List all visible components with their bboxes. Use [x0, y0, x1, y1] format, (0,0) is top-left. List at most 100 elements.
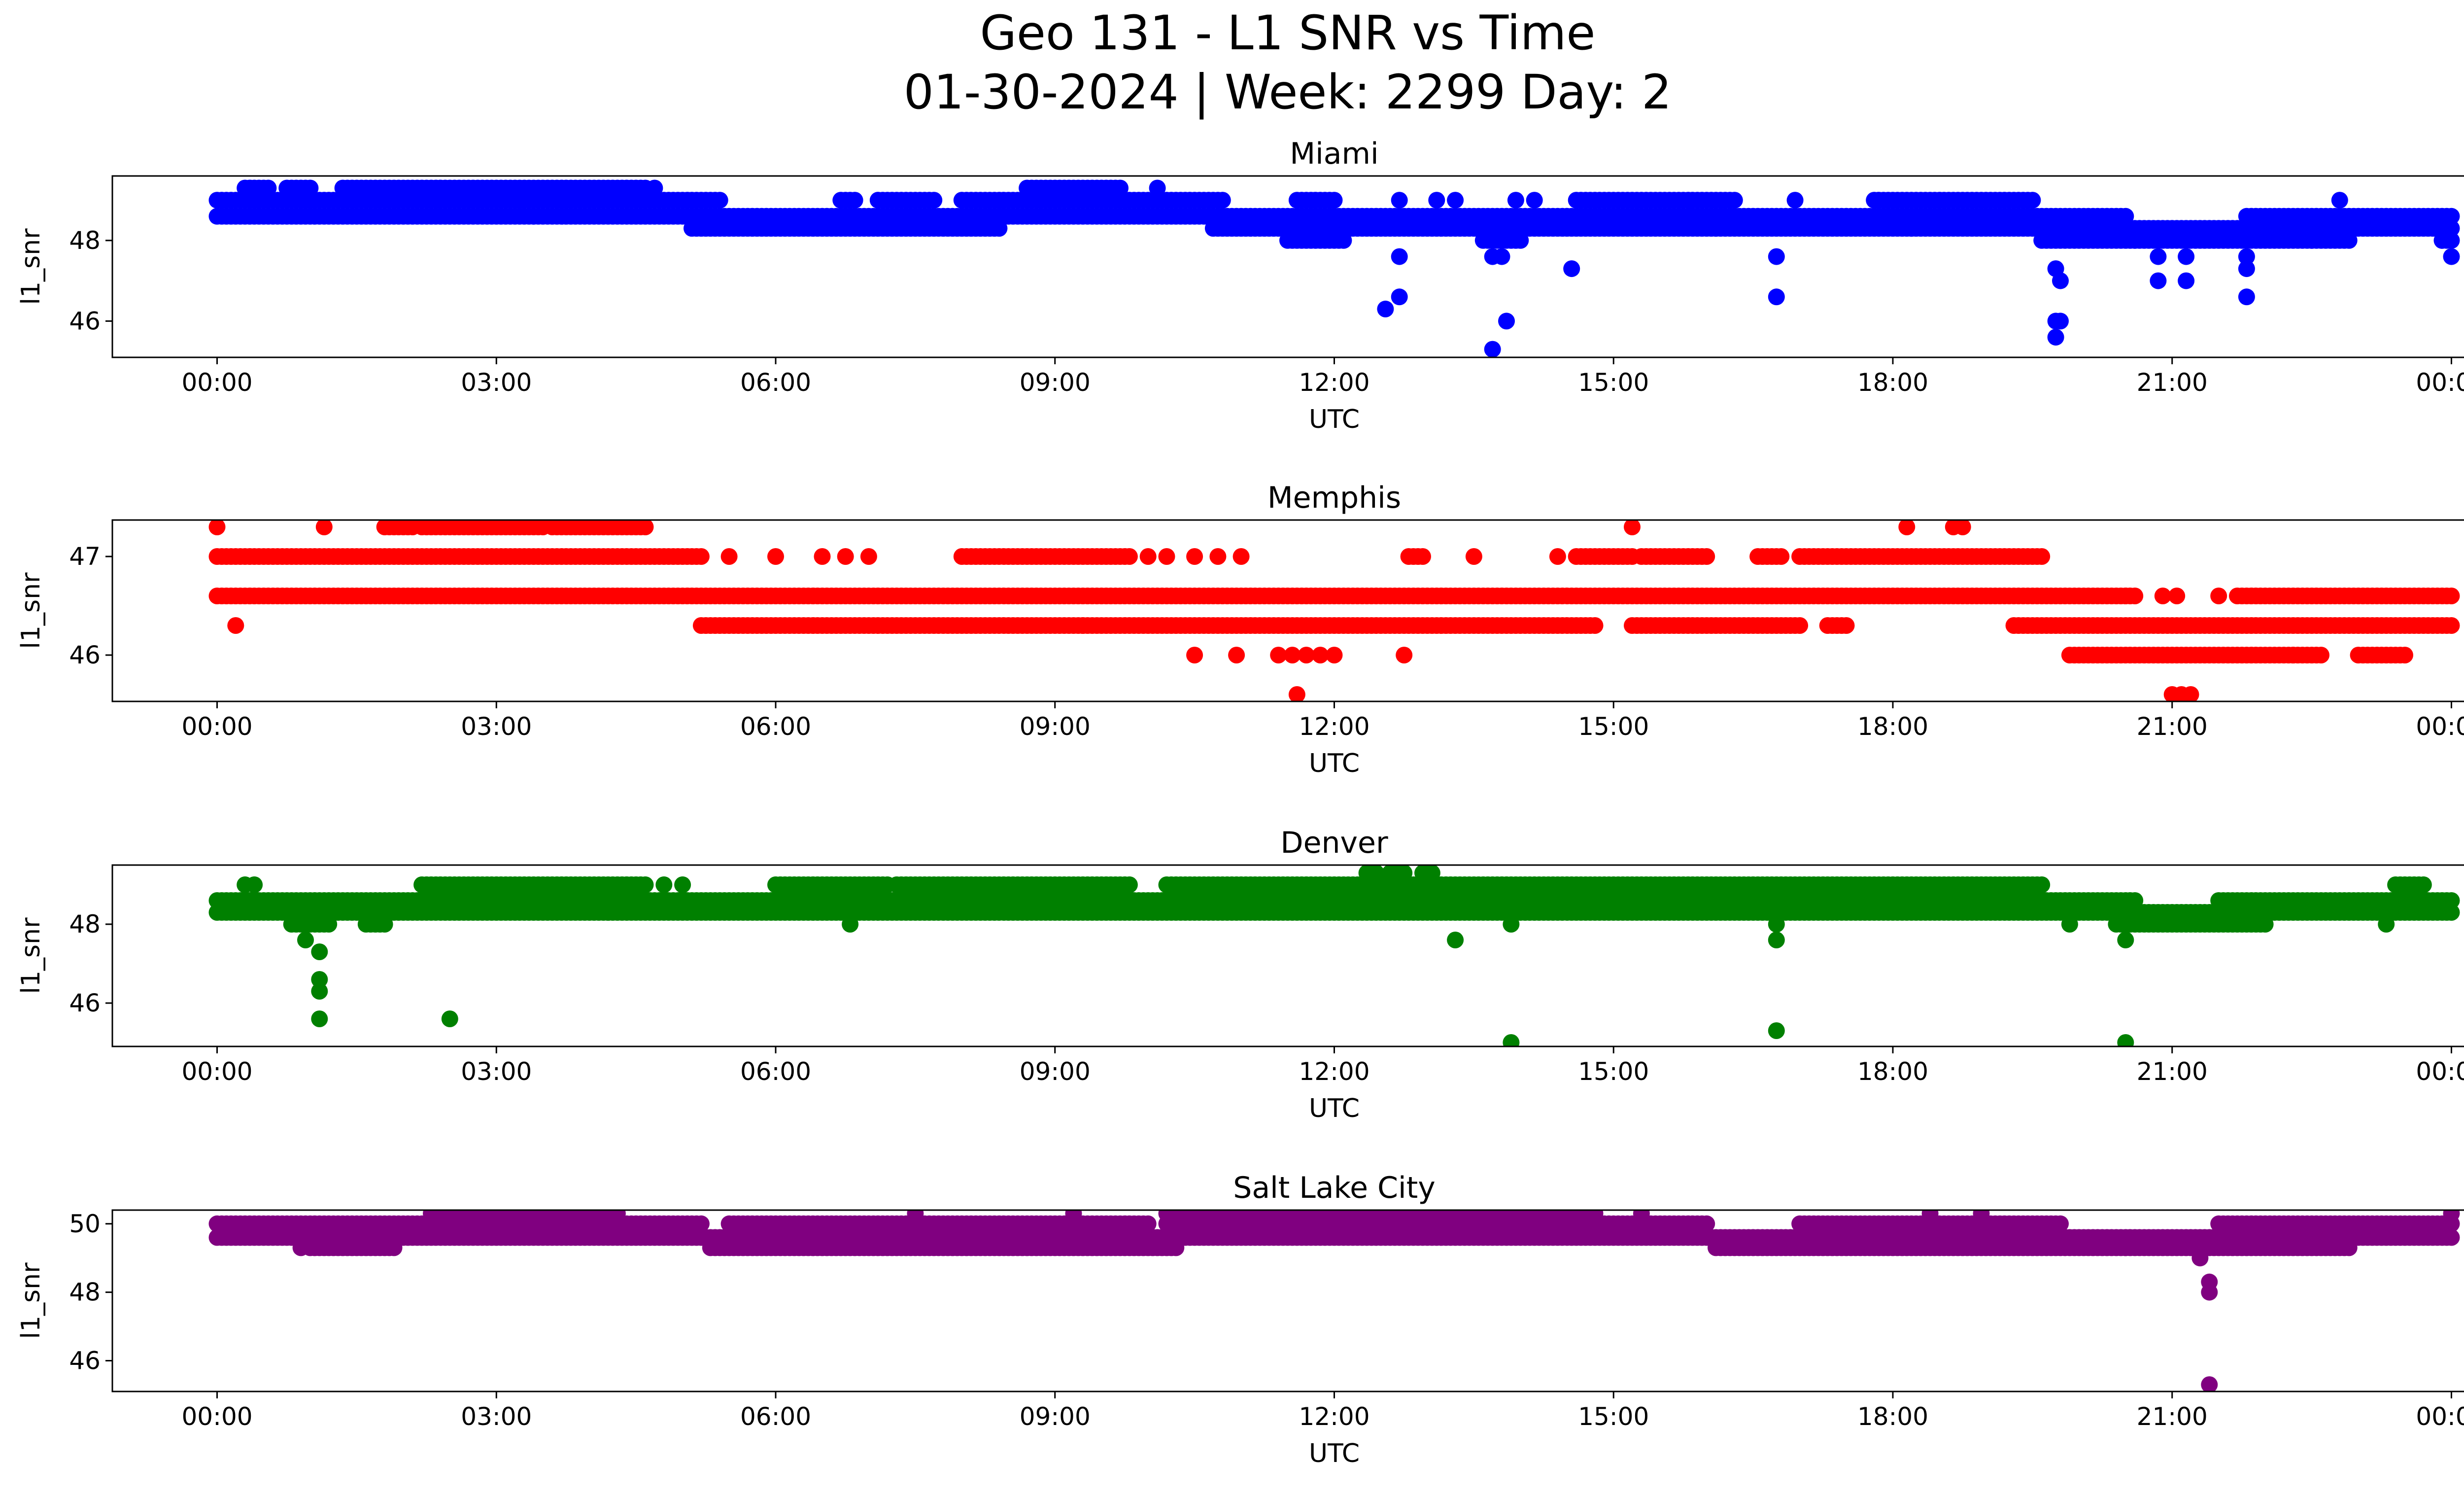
- x-tick-label: 00:00: [181, 368, 252, 397]
- data-point-outlier: [842, 916, 859, 933]
- data-point-outlier: [1312, 647, 1329, 663]
- scatter-points: [208, 865, 2460, 1046]
- data-point: [320, 916, 338, 933]
- data-point-outlier: [208, 520, 226, 535]
- data-point-outlier: [1298, 647, 1315, 663]
- data-point-outlier: [1507, 192, 1524, 209]
- data-point-outlier: [1503, 1034, 1520, 1046]
- data-point-outlier: [720, 548, 738, 565]
- data-point-outlier: [1284, 647, 1301, 663]
- data-point: [1698, 1215, 1715, 1232]
- scatter-points: [208, 520, 2460, 701]
- data-point-outlier: [2168, 588, 2186, 604]
- y-tick-label: 46: [69, 307, 101, 335]
- x-axis-label: UTC: [1309, 405, 1360, 434]
- x-tick-label: 03:00: [461, 368, 532, 397]
- data-point-outlier: [2433, 232, 2451, 249]
- data-point-outlier: [441, 1010, 458, 1027]
- y-tick-label: 46: [69, 641, 101, 669]
- data-point: [376, 916, 393, 933]
- data-point: [2340, 232, 2358, 249]
- data-point-outlier: [655, 876, 673, 893]
- data-point: [637, 876, 654, 893]
- data-point: [2443, 588, 2460, 604]
- y-axis-label: l1_snr: [16, 917, 46, 994]
- data-point-outlier: [2150, 272, 2167, 289]
- data-point-outlier: [2182, 686, 2199, 701]
- data-point-outlier: [1526, 192, 1543, 209]
- x-tick-label: 00:00: [2416, 712, 2464, 741]
- data-point-outlier: [2178, 272, 2195, 289]
- data-point: [1121, 548, 1138, 565]
- data-point: [711, 192, 728, 209]
- x-tick-label: 06:00: [740, 368, 811, 397]
- data-point: [692, 1215, 710, 1232]
- data-point-outlier: [1447, 932, 1464, 948]
- data-point: [925, 192, 943, 209]
- data-point-outlier: [2154, 588, 2171, 604]
- x-tick-label: 18:00: [1857, 368, 1928, 397]
- data-point: [1214, 192, 1231, 209]
- data-point-outlier: [2443, 248, 2460, 265]
- data-point-outlier: [311, 1010, 328, 1027]
- x-axis-label: UTC: [1309, 1094, 1360, 1123]
- data-point-outlier: [1158, 548, 1175, 565]
- data-point: [692, 548, 710, 565]
- data-point-outlier: [646, 179, 663, 197]
- data-point-outlier: [525, 208, 542, 225]
- data-point-outlier: [1396, 647, 1413, 663]
- data-point-outlier: [246, 876, 263, 893]
- data-point: [2024, 192, 2041, 209]
- figure-title-line1: Geo 131 - L1 SNR vs Time: [980, 5, 1596, 61]
- data-point-outlier: [1903, 220, 1920, 237]
- subplots: Miami 00:00 03:00 06:00 09:00 12:00 15:00 18:00…: [16, 137, 2464, 1468]
- data-point-outlier: [1708, 220, 1724, 237]
- data-point-outlier: [2331, 192, 2348, 209]
- subplot-title: Salt Lake City: [1233, 1171, 1436, 1205]
- x-tick-label: 06:00: [740, 1057, 811, 1086]
- y-tick-label: 48: [69, 910, 101, 939]
- data-point-outlier: [2178, 248, 2195, 265]
- data-point: [2443, 1229, 2460, 1246]
- data-point-outlier: [1493, 248, 1510, 265]
- x-tick-label: 06:00: [740, 712, 811, 741]
- data-point-outlier: [814, 548, 831, 565]
- data-point-outlier: [1186, 548, 1203, 565]
- data-point-outlier: [600, 904, 616, 921]
- data-point-outlier: [1624, 520, 1641, 535]
- x-tick-label: 00:00: [2416, 1057, 2464, 1086]
- subplot-title: Miami: [1290, 137, 1378, 171]
- data-point-outlier: [315, 520, 333, 535]
- data-point: [2052, 1215, 2069, 1232]
- data-point: [1335, 232, 1352, 249]
- x-tick-label: 18:00: [1857, 712, 1928, 741]
- data-point-outlier: [674, 876, 691, 893]
- data-point: [2033, 876, 2051, 893]
- data-point: [2033, 548, 2051, 565]
- data-point-outlier: [1391, 248, 1408, 265]
- data-point-outlier: [1484, 341, 1501, 357]
- x-tick-label: 15:00: [1578, 712, 1649, 741]
- data-point: [2415, 876, 2432, 893]
- data-point: [1121, 876, 1138, 893]
- data-point-outlier: [311, 983, 328, 1000]
- x-tick-label: 09:00: [1020, 712, 1091, 741]
- data-point-outlier: [1498, 313, 1515, 330]
- data-point: [1326, 192, 1343, 209]
- x-tick-label: 12:00: [1299, 712, 1369, 741]
- x-tick-label: 09:00: [1020, 1057, 1091, 1086]
- x-tick-label: 21:00: [2137, 1057, 2208, 1086]
- subplot-title: Denver: [1280, 826, 1388, 860]
- data-point: [1139, 1215, 1157, 1232]
- data-point-outlier: [2238, 248, 2255, 265]
- data-point-outlier: [2150, 248, 2167, 265]
- x-axis-label: UTC: [1309, 749, 1360, 778]
- y-tick-label: 46: [69, 989, 101, 1017]
- data-point: [2313, 647, 2329, 663]
- data-point: [2443, 904, 2460, 921]
- data-point-outlier: [297, 932, 314, 948]
- subplot-title: Memphis: [1267, 481, 1401, 515]
- data-point: [2126, 588, 2144, 604]
